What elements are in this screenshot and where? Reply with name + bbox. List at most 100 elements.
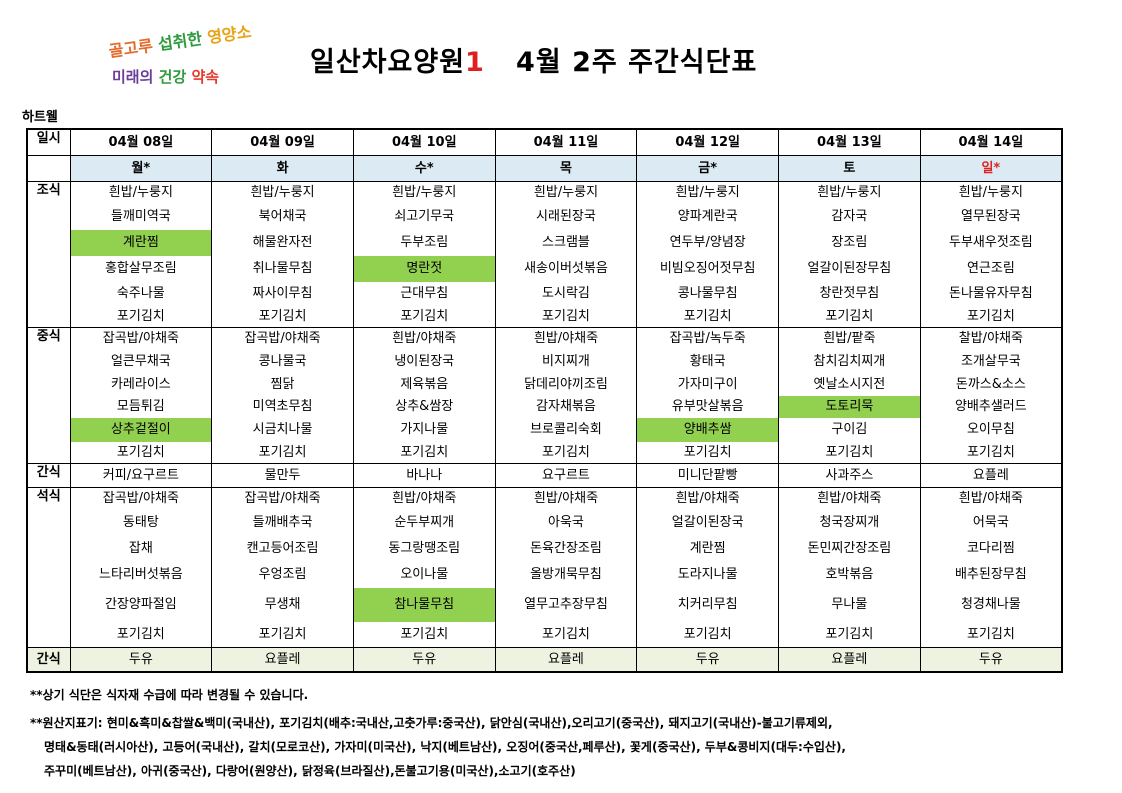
menu-item: 포기김치 <box>211 441 354 464</box>
weekday-cell: 일* <box>919 155 1063 182</box>
menu-item: 숙주나물 <box>69 281 213 306</box>
menu-item: 잡곡밥/야채죽 <box>211 327 354 350</box>
weekday-cell: 금* <box>636 155 780 182</box>
menu-item: 참치김치찌개 <box>778 349 921 373</box>
menu-item: 찜닭 <box>211 372 354 396</box>
facility-subtitle: 하트웰 <box>22 110 58 125</box>
menu-item: 가자미구이 <box>636 372 780 396</box>
date-cell: 04월 11일 <box>494 128 638 156</box>
menu-item: 도시락김 <box>494 281 638 306</box>
menu-item: 포기김치 <box>636 621 780 648</box>
weekly-menu-table: 일시 04월 08일 04월 09일 04월 10일 04월 11일 04월 12일 04월… <box>26 128 1063 673</box>
weekday-cell: 화 <box>211 155 354 182</box>
menu-item: 비지찌개 <box>494 349 638 373</box>
menu-item: 두유 <box>69 647 213 673</box>
menu-item: 두부새우젓조림 <box>919 229 1063 256</box>
logo-slogan-top: 골고루 섭취한 영양소 <box>107 22 253 61</box>
menu-item: 잡채 <box>69 535 213 562</box>
menu-item: 청국장찌개 <box>778 509 921 536</box>
weekday-cell: 목 <box>494 155 638 182</box>
menu-item: 브로콜리숙회 <box>494 417 638 442</box>
menu-item: 무나물 <box>778 587 921 622</box>
date-cell: 04월 10일 <box>352 128 496 156</box>
menu-item: 찰밥/야채죽 <box>919 327 1063 350</box>
menu-item: 두부조림 <box>352 229 496 256</box>
menu-item: 흰밥/누룽지 <box>69 181 213 204</box>
menu-item: 요플레 <box>919 463 1063 488</box>
menu-item: 커피/요구르트 <box>69 463 213 488</box>
snack2-label: 간식 <box>26 647 71 673</box>
dinner-row: 잡채 캔고등어조림 동그랑땡조림 돈육간장조림 계란찜 돈민찌간장조림 코다리찜 <box>26 535 1063 562</box>
menu-item: 포기김치 <box>636 305 780 328</box>
breakfast-label: 조식 <box>26 181 71 204</box>
menu-item: 무생채 <box>211 587 354 622</box>
dinner-label: 석식 <box>26 487 71 510</box>
date-cell: 04월 13일 <box>778 128 921 156</box>
dinner-label <box>26 535 71 562</box>
menu-item: 포기김치 <box>778 305 921 328</box>
menu-item: 유부맛살볶음 <box>636 395 780 418</box>
menu-item: 물만두 <box>211 463 354 488</box>
menu-item: 포기김치 <box>494 441 638 464</box>
menu-item: 포기김치 <box>211 305 354 328</box>
breakfast-label <box>26 281 71 306</box>
menu-item: 콩나물국 <box>211 349 354 373</box>
dinner-label <box>26 621 71 648</box>
dinner-row: 간장양파절임 무생채 참나물무침 열무고추장무침 치커리무침 무나물 청경채나물 <box>26 587 1063 622</box>
menu-item: 콩나물무침 <box>636 281 780 306</box>
menu-item: 두유 <box>636 647 780 673</box>
menu-item: 호박볶음 <box>778 561 921 588</box>
menu-item: 포기김치 <box>352 441 496 464</box>
menu-item: 냉이된장국 <box>352 349 496 373</box>
breakfast-row: 들깨미역국 북어채국 쇠고기무국 시래된장국 양파계란국 감자국 열무된장국 <box>26 203 1063 230</box>
menu-item: 흰밥/야채죽 <box>494 327 638 350</box>
menu-item: 상추&쌈장 <box>352 395 496 418</box>
menu-item: 비빔오징어젓무침 <box>636 255 780 282</box>
lunch-row: 중식 잡곡밥/야채죽 잡곡밥/야채죽 흰밥/야채죽 흰밥/야채죽 잡곡밥/녹두죽 흰밥/팥죽… <box>26 327 1063 350</box>
menu-item: 흰밥/누룽지 <box>494 181 638 204</box>
menu-item: 미니단팥빵 <box>636 463 780 488</box>
menu-item: 오이나물 <box>352 561 496 588</box>
menu-item: 요구르트 <box>494 463 638 488</box>
menu-item: 흰밥/누룽지 <box>211 181 354 204</box>
dinner-label <box>26 587 71 622</box>
menu-item: 황태국 <box>636 349 780 373</box>
menu-item: 포기김치 <box>69 621 213 648</box>
menu-item: 연근조림 <box>919 255 1063 282</box>
menu-item: 흰밥/야채죽 <box>352 487 496 510</box>
dinner-label <box>26 509 71 536</box>
menu-item: 포기김치 <box>352 621 496 648</box>
menu-item: 스크램블 <box>494 229 638 256</box>
snack1-row: 간식 커피/요구르트 물만두 바나나 요구르트 미니단팥빵 사과주스 요플레 <box>26 463 1063 488</box>
menu-item: 청경채나물 <box>919 587 1063 622</box>
menu-item: 사과주스 <box>778 463 921 488</box>
lunch-row: 상추겉절이 시금치나물 가지나물 브로콜리숙회 양배추쌈 구이김 오이무침 <box>26 417 1063 442</box>
page-title: 일산차요양원1 4월 2주 주간식단표 <box>310 47 758 78</box>
menu-item: 양배추샐러드 <box>919 395 1063 418</box>
date-cell: 04월 14일 <box>919 128 1063 156</box>
menu-item: 감자국 <box>778 203 921 230</box>
breakfast-row: 숙주나물 짜사이무침 근대무침 도시락김 콩나물무침 창란젓무침 돈나물유자무침 <box>26 281 1063 306</box>
menu-item: 장조림 <box>778 229 921 256</box>
menu-item: 열무된장국 <box>919 203 1063 230</box>
menu-item: 포기김치 <box>352 305 496 328</box>
menu-item: 오이무침 <box>919 417 1063 442</box>
menu-item: 참나물무침 <box>352 587 496 622</box>
menu-item: 연두부/양념장 <box>636 229 780 256</box>
menu-item: 도라지나물 <box>636 561 780 588</box>
lunch-label <box>26 372 71 396</box>
menu-item: 느타리버섯볶음 <box>69 561 213 588</box>
menu-item: 포기김치 <box>919 441 1063 464</box>
menu-item: 흰밥/누룽지 <box>636 181 780 204</box>
menu-item: 포기김치 <box>778 441 921 464</box>
menu-item: 계란찜 <box>636 535 780 562</box>
menu-item: 명란젓 <box>352 255 496 282</box>
menu-item: 얼갈이된장국 <box>636 509 780 536</box>
origin-note-line-3: 주꾸미(베트남산), 아귀(중국산), 다랑어(원양산), 닭정육(브라질산),… <box>44 764 576 778</box>
menu-item: 구이김 <box>778 417 921 442</box>
origin-note-line-2: 명태&동태(러시아산), 고등어(국내산), 갈치(모로코산), 가자미(미국산… <box>44 740 846 754</box>
menu-item: 시금치나물 <box>211 417 354 442</box>
menu-item: 시래된장국 <box>494 203 638 230</box>
breakfast-row: 계란찜 해물완자전 두부조림 스크램블 연두부/양념장 장조림 두부새우젓조림 <box>26 229 1063 256</box>
menu-item: 포기김치 <box>69 441 213 464</box>
